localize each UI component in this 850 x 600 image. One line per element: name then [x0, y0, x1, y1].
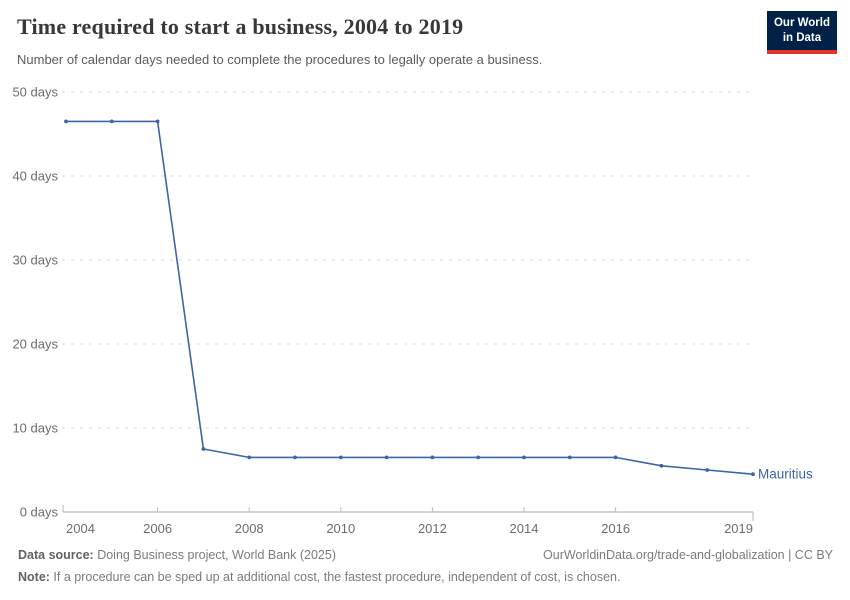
- data-point[interactable]: [384, 455, 389, 460]
- data-point[interactable]: [522, 455, 526, 460]
- x-axis-tick-label: 2008: [235, 521, 264, 536]
- page-title: Time required to start a business, 2004 …: [17, 14, 464, 39]
- owid-logo-line1: Our World: [773, 17, 830, 29]
- attribution-link[interactable]: OurWorldinData.org/trade-and-globalizati…: [543, 548, 833, 562]
- chart-subtitle: Number of calendar days needed to comple…: [17, 52, 543, 67]
- note-label: Note:: [18, 570, 50, 584]
- data-point[interactable]: [476, 455, 481, 460]
- x-axis-tick-label: 2019: [724, 521, 753, 536]
- data-point[interactable]: [705, 468, 710, 472]
- owid-logo[interactable]: Our World in Data: [766, 11, 837, 54]
- chart-note: Note: If a procedure can be sped up at a…: [18, 570, 833, 584]
- data-point[interactable]: [751, 472, 755, 477]
- x-axis-tick-label: 2016: [601, 521, 630, 536]
- data-point[interactable]: [201, 447, 206, 451]
- data-point[interactable]: [109, 119, 114, 124]
- x-axis-tick-label: 2014: [510, 521, 539, 536]
- y-axis-tick-label: 30 days: [12, 253, 58, 268]
- data-point[interactable]: [293, 455, 297, 460]
- data-point[interactable]: [567, 455, 572, 460]
- y-axis-tick-label: 40 days: [12, 169, 58, 184]
- data-point[interactable]: [338, 455, 343, 460]
- data-source-text: Doing Business project, World Bank (2025…: [93, 548, 336, 562]
- chart-footer: Data source: Doing Business project, Wor…: [18, 548, 833, 584]
- x-axis-tick-label: 2004: [66, 521, 95, 536]
- y-axis-tick-label: 50 days: [12, 85, 58, 100]
- data-point[interactable]: [247, 455, 252, 460]
- series-line-mauritius[interactable]: [65, 120, 754, 476]
- data-point[interactable]: [155, 119, 160, 124]
- data-point[interactable]: [430, 455, 435, 460]
- note-text: If a procedure can be sped up at additio…: [49, 570, 621, 584]
- y-axis-tick-label: 0 days: [20, 505, 59, 520]
- data-point[interactable]: [659, 463, 664, 468]
- x-axis-tick-label: 2012: [418, 521, 447, 536]
- data-source: Data source: Doing Business project, Wor…: [18, 548, 336, 562]
- x-axis-tick-label: 2010: [326, 521, 355, 536]
- entity-label[interactable]: Mauritius: [758, 467, 813, 482]
- x-axis-tick-label: 2006: [143, 521, 172, 536]
- data-point[interactable]: [613, 455, 618, 460]
- owid-logo-line2: in Data: [782, 31, 822, 44]
- data-source-label: Data source:: [18, 548, 94, 562]
- data-point[interactable]: [64, 119, 68, 124]
- y-axis-tick-label: 10 days: [12, 421, 58, 436]
- y-axis-tick-label: 20 days: [12, 337, 58, 352]
